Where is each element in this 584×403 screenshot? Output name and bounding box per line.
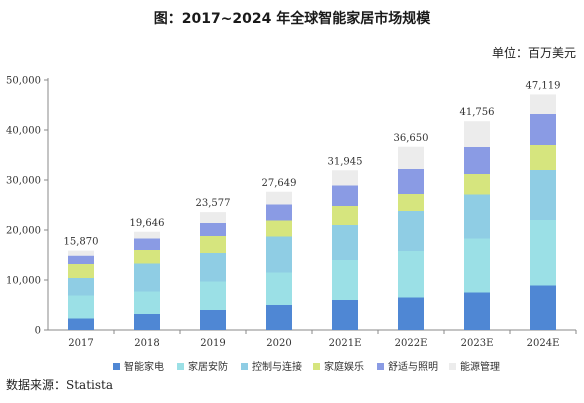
x-tick-label: 2024E	[527, 338, 560, 349]
legend-swatch	[113, 363, 120, 370]
bar-segment-3	[200, 253, 226, 282]
legend-swatch	[449, 363, 456, 370]
bar-segment-2	[134, 291, 160, 314]
bar-segment-1	[134, 314, 160, 330]
legend-label: 舒适与照明	[388, 360, 438, 373]
bar-segment-2	[398, 251, 424, 298]
unit-label: 单位：百万美元	[491, 46, 576, 60]
total-label: 31,945	[328, 156, 363, 167]
bar-segment-3	[266, 236, 292, 273]
bar-segment-5	[134, 238, 160, 250]
y-tick-label: 20,000	[6, 226, 41, 237]
x-tick-label: 2023E	[461, 338, 494, 349]
legend: 智能家电 家居安防 控制与连接 家庭娱乐 舒适与照明 能源管理	[113, 360, 500, 373]
total-labels: 15,870 19,646 23,577 27,649 31,945 36,650 41,7…	[64, 80, 561, 247]
x-tick-label: 2020	[266, 338, 291, 349]
bar-segment-5	[200, 223, 226, 236]
bar-segment-4	[266, 220, 292, 237]
total-label: 41,756	[460, 107, 495, 118]
total-label: 19,646	[130, 218, 165, 229]
bar-segment-1	[530, 285, 556, 330]
bar-segment-5	[266, 204, 292, 221]
x-tick-label: 2018	[134, 338, 159, 349]
bar-segment-2	[530, 220, 556, 286]
bar-segment-3	[68, 278, 94, 296]
bar-segment-4	[134, 250, 160, 264]
data-source: 数据来源：Statista	[6, 378, 113, 392]
bar-segment-6	[134, 231, 160, 239]
y-tick-label: 10,000	[6, 276, 41, 287]
bar-segment-6	[332, 170, 358, 186]
bar-segment-3	[464, 194, 490, 239]
legend-swatch	[377, 363, 384, 370]
bar-segment-4	[332, 206, 358, 225]
bar-segment-3	[398, 211, 424, 251]
total-label: 47,119	[526, 80, 561, 91]
bar-segment-1	[332, 300, 358, 330]
total-label: 15,870	[64, 237, 99, 248]
chart-title: 图：2017~2024 年全球智能家居市场规模	[153, 11, 431, 27]
bar-segment-6	[398, 146, 424, 169]
bar-segment-3	[332, 225, 358, 260]
legend-label: 家居安防	[188, 360, 228, 373]
bar-segment-4	[530, 145, 556, 170]
bar-segment-6	[530, 94, 556, 114]
bar-segment-5	[530, 114, 556, 145]
bar-segment-4	[464, 174, 490, 195]
bar-segment-3	[134, 263, 160, 292]
bar-segment-6	[200, 212, 226, 223]
bar-segment-2	[200, 281, 226, 310]
bar-segment-5	[398, 169, 424, 194]
bar-segment-6	[464, 121, 490, 147]
y-tick-label: 40,000	[6, 126, 41, 137]
legend-label: 家庭娱乐	[324, 360, 364, 373]
bar-segment-1	[68, 318, 94, 330]
bar-segment-6	[266, 191, 292, 205]
bar-segment-2	[266, 272, 292, 305]
total-label: 36,650	[394, 133, 429, 144]
legend-label: 智能家电	[124, 360, 164, 373]
legend-label: 能源管理	[460, 360, 500, 373]
bar-segment-1	[200, 310, 226, 330]
bar-segment-4	[68, 264, 94, 278]
bar-segment-1	[464, 292, 490, 330]
x-tick-label: 2021E	[329, 338, 362, 349]
total-label: 23,577	[196, 198, 231, 209]
x-tick-label: 2017	[68, 338, 93, 349]
total-label: 27,649	[262, 178, 297, 189]
bar-segment-5	[332, 185, 358, 206]
y-tick-label: 30,000	[6, 176, 41, 187]
legend-swatch	[313, 363, 320, 370]
y-tick-label: 50,000	[6, 76, 41, 87]
legend-swatch	[177, 363, 184, 370]
bar-segment-2	[68, 295, 94, 319]
bar-segment-1	[398, 297, 424, 330]
bar-segment-1	[266, 305, 292, 330]
legend-swatch	[241, 363, 248, 370]
bar-segment-3	[530, 170, 556, 220]
bar-segment-5	[68, 255, 94, 264]
y-tick-label: 0	[35, 326, 41, 337]
bar-segment-6	[68, 250, 94, 256]
legend-label: 控制与连接	[252, 360, 302, 373]
bar-segment-2	[464, 238, 490, 293]
bars	[68, 94, 556, 330]
bar-segment-4	[200, 236, 226, 253]
bar-segment-4	[398, 194, 424, 211]
x-tick-label: 2019	[200, 338, 225, 349]
x-tick-label: 2022E	[395, 338, 428, 349]
bar-segment-5	[464, 147, 490, 174]
bar-segment-2	[332, 260, 358, 300]
